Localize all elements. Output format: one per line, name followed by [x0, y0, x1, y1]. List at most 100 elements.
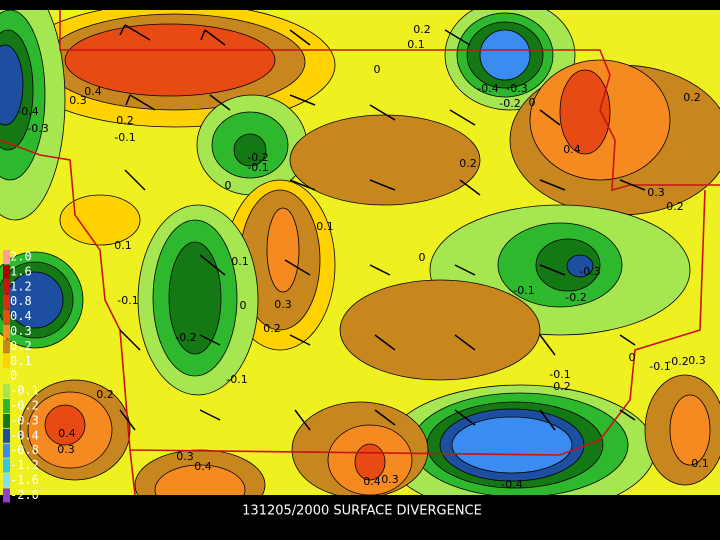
legend-swatch: [3, 428, 10, 443]
legend-label: -2.0: [10, 488, 39, 502]
contour-label: 0.4: [84, 85, 102, 98]
contour-label: 0: [374, 63, 381, 76]
border: [0, 139, 706, 456]
contour-label: -0.1: [114, 131, 135, 144]
contour-label: 0.1: [316, 220, 334, 233]
contour-label: 0.3: [69, 94, 87, 107]
contour-label: 0.4: [58, 427, 76, 440]
legend-swatch: [3, 399, 10, 413]
legend-label: -1.2: [10, 458, 39, 472]
contour-region: [566, 254, 594, 278]
legend-swatch: [3, 354, 10, 369]
wind-barbs: [119, 24, 646, 431]
legend-label: 0: [10, 369, 17, 383]
legend-label: -0.8: [10, 443, 39, 457]
contour-label: 0.4: [563, 143, 581, 156]
border: [59, 10, 720, 192]
contour-region: [479, 29, 531, 81]
contour-label: -0.4: [17, 105, 38, 118]
contour-label: 0.2: [263, 322, 281, 335]
legend-label: -0.1: [10, 384, 39, 398]
legend-label: 1.6: [10, 264, 32, 278]
contour-region: [154, 464, 246, 495]
legend-swatch: [3, 250, 10, 264]
legend-label: 0.8: [10, 294, 32, 308]
legend-swatch: [3, 458, 10, 473]
contour-region: [168, 241, 222, 355]
contour-label: 0.2: [96, 388, 114, 401]
contour-label: 0.1: [691, 457, 709, 470]
contour-label: 0.1: [231, 255, 249, 268]
contour-region: [289, 114, 481, 206]
contour-label: 0: [629, 351, 636, 364]
contour-label: -0.2: [667, 355, 688, 368]
contour-label: -0.1: [247, 161, 268, 174]
legend-label: -0.2: [10, 399, 39, 413]
contour-label: 0.3: [647, 186, 665, 199]
legend-swatch: [3, 384, 10, 399]
contour-region: [559, 69, 611, 155]
legend-label: 0.3: [10, 324, 32, 338]
contour-label: 0.2: [683, 91, 701, 104]
legend-swatch: [3, 324, 10, 339]
divergence-field: [0, 10, 720, 495]
legend-swatch: [3, 443, 10, 458]
contour-label: -0.1: [649, 360, 670, 373]
barb: [119, 24, 646, 431]
contour-region: [451, 416, 573, 474]
contour-label: 0.3: [688, 354, 706, 367]
contour-label: 0: [240, 299, 247, 312]
contour-region: [339, 279, 541, 381]
contour-region: [44, 404, 86, 446]
contour-label: 0: [529, 96, 536, 109]
contour-label: -0.4: [477, 82, 498, 95]
legend-label: 1.2: [10, 279, 32, 293]
legend: 2.01.61.20.80.40.30.20.10-0.1-0.2-0.3-0.…: [3, 250, 39, 503]
contour-label: 0.4: [194, 460, 212, 473]
contour-label: -0.1: [513, 284, 534, 297]
contour-label: -0.2: [175, 331, 196, 344]
contour-label: 0: [225, 179, 232, 192]
legend-label: 2.0: [10, 250, 32, 264]
contour-region: [669, 394, 711, 466]
contour-label: -0.2: [247, 151, 268, 164]
contour-label: -0.2: [565, 291, 586, 304]
state-borders: [0, 10, 720, 495]
contour-label: 0.3: [274, 298, 292, 311]
legend-label: 0.4: [10, 309, 32, 323]
contour-label: -0.3: [27, 122, 48, 135]
legend-label: 0.1: [10, 354, 32, 368]
contour-label: 0.2: [413, 23, 431, 36]
legend-swatch: [3, 488, 10, 503]
legend-swatch: [3, 473, 10, 488]
contour-label: 0.3: [57, 443, 75, 456]
contour-label: -0.1: [117, 294, 138, 307]
legend-swatch: [3, 279, 10, 294]
contour-label: 0.3: [176, 450, 194, 463]
contour-label: 0.1: [114, 239, 132, 252]
legend-swatch: [3, 339, 10, 354]
contour-region: [266, 207, 300, 293]
contour-labels: 0.40.3-0.4-0.30.2-0.10.20.10-0.4 -0.3-0.2…: [17, 23, 708, 491]
contour-label: 0: [419, 251, 426, 264]
legend-swatch: [3, 309, 10, 324]
border: [129, 449, 136, 495]
legend-swatch: [3, 264, 10, 279]
contour-label: 0.2: [553, 380, 571, 393]
legend-swatch: [3, 369, 10, 384]
contour-region: [0, 44, 24, 126]
contour-label: 0.2: [459, 157, 477, 170]
contour-label: -0.3: [579, 265, 600, 278]
contour-label: 0.4: [363, 475, 381, 488]
legend-swatch: [3, 413, 10, 428]
contour-region: [64, 23, 276, 97]
contour-label: 0.3: [381, 473, 399, 486]
legend-label: -0.3: [10, 413, 39, 427]
contour-label: -0.2: [499, 97, 520, 110]
contour-label: -0.3: [506, 82, 527, 95]
contour-label: -0.4: [501, 478, 522, 491]
legend-swatch: [3, 294, 10, 309]
caption: 131205/2000 SURFACE DIVERGENCE: [242, 504, 482, 519]
contour-label: -0.1: [549, 368, 570, 381]
